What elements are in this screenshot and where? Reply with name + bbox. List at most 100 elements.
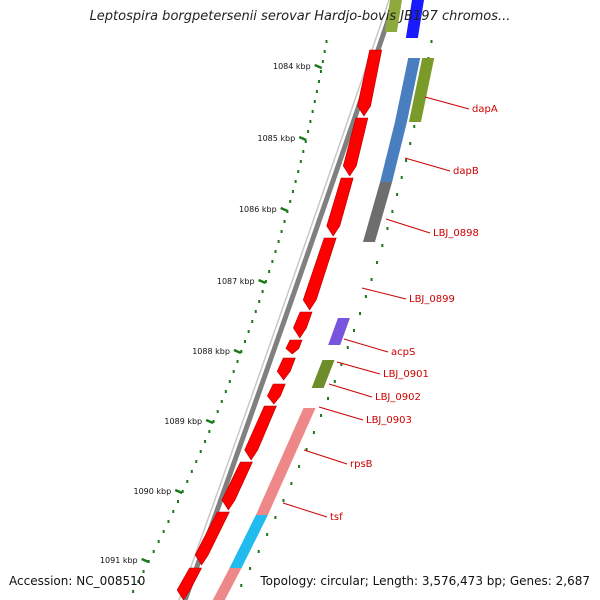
- scale-dot: [224, 390, 227, 393]
- scale-dot: [333, 380, 336, 383]
- scale-dot: [142, 570, 145, 573]
- scale-dot: [208, 430, 211, 433]
- cds-arrow: [302, 237, 337, 311]
- gene-label: dapA: [472, 104, 498, 115]
- feature-block: [394, 58, 421, 122]
- scale-dot: [291, 190, 294, 193]
- scale-dot: [325, 40, 328, 43]
- accession-text: Accession: NC_008510: [9, 574, 146, 588]
- scale-dot: [340, 363, 343, 366]
- scale-dot: [304, 140, 307, 143]
- cds-arrow: [267, 383, 286, 405]
- gene-labels: dapA dapB LBJ_0898 LBJ_0899 acpS LBJ_0901 LBJ_…: [282, 96, 498, 523]
- scale-tick: [205, 418, 214, 425]
- scale-tick-label: 1085 kbp: [258, 134, 296, 143]
- scale-dot: [289, 200, 292, 203]
- gene-leader-line: [404, 157, 451, 172]
- gene-leader-line: [385, 218, 431, 234]
- scale-dot: [172, 510, 175, 513]
- scale-dot: [236, 360, 239, 363]
- scale-dot: [137, 580, 140, 583]
- scale-dot: [346, 346, 349, 349]
- feature-block: [380, 122, 407, 182]
- scale-dot: [302, 150, 305, 153]
- scale-dot: [264, 280, 267, 283]
- gene-label: LBJ_0902: [375, 392, 421, 403]
- scale-dot: [157, 540, 160, 543]
- scale-dot: [266, 533, 269, 536]
- scale-dot: [162, 530, 165, 533]
- scale-dot: [274, 516, 277, 519]
- cds-arrow: [342, 117, 369, 177]
- scale-dot: [195, 460, 198, 463]
- scale-tick: [141, 557, 150, 564]
- scale-dot: [232, 370, 235, 373]
- scale-dot: [277, 240, 280, 243]
- scale-tick-label: 1091 kbp: [100, 556, 138, 565]
- feature-block: [405, 0, 424, 38]
- scale-dot: [430, 40, 433, 43]
- scale-dot: [299, 160, 302, 163]
- scale-dot: [370, 278, 373, 281]
- scale-dot: [307, 130, 310, 133]
- scale-tick-label: 1084 kbp: [273, 62, 311, 71]
- scale-dot: [359, 312, 362, 315]
- cds-arrow: [221, 461, 253, 511]
- gene-leader-line: [343, 338, 389, 353]
- gene-label: rpsB: [350, 459, 373, 470]
- scale-dot: [315, 90, 318, 93]
- scale-dot: [177, 500, 179, 503]
- backbone-shadow: [178, 0, 390, 600]
- scale-tick-label: 1089 kbp: [164, 417, 202, 426]
- scale-dot: [282, 499, 285, 502]
- gene-leader-line: [361, 287, 407, 300]
- feature-block: [255, 408, 316, 515]
- feature-block: [328, 318, 350, 345]
- scale-tick-label: 1090 kbp: [134, 487, 172, 496]
- scale-dot: [391, 210, 394, 213]
- scale-dot: [274, 250, 277, 253]
- scale-dot: [381, 244, 384, 247]
- scale-dot: [319, 70, 322, 73]
- map-title: Leptospira borgpetersenii serovar Hardjo…: [89, 9, 511, 24]
- gene-label: LBJ_0898: [433, 228, 479, 239]
- cds-arrow: [244, 405, 277, 461]
- scale-dot: [249, 567, 252, 570]
- scale-tick-label: 1088 kbp: [192, 347, 230, 356]
- scale-dot: [323, 50, 326, 53]
- scale-dot: [280, 230, 283, 233]
- scale-dot: [228, 380, 231, 383]
- scale-dot: [290, 482, 293, 485]
- scale-dot: [376, 261, 379, 264]
- cds-arrow: [293, 311, 313, 339]
- feature-block: [311, 360, 335, 388]
- scale-tick: [258, 278, 267, 285]
- gene-leader-line: [328, 383, 373, 398]
- scale-tick: [280, 206, 289, 213]
- gene-label: dapB: [453, 166, 479, 177]
- scale-dot: [311, 110, 314, 113]
- cds-track: [176, 49, 383, 600]
- gene-label: LBJ_0899: [409, 294, 455, 305]
- feature-block: [212, 568, 242, 600]
- scale-dot: [261, 290, 264, 293]
- feature-track: [212, 0, 435, 600]
- gene-label: tsf: [330, 512, 343, 523]
- scale-dot: [283, 220, 286, 223]
- scale-dot: [321, 60, 324, 63]
- scale-dot: [190, 470, 193, 473]
- scale-dot: [396, 193, 399, 196]
- scale-dot: [312, 431, 315, 434]
- scale-dot: [244, 340, 247, 343]
- scale-dot: [413, 125, 416, 128]
- scale-dot: [313, 100, 316, 103]
- scale-tick-label: 1086 kbp: [239, 205, 277, 214]
- scale-dot: [257, 550, 260, 553]
- scale-dot: [204, 440, 207, 443]
- scale-dot: [216, 410, 219, 413]
- feature-block: [362, 182, 393, 242]
- scale-ticks: 1084 kbp 1085 kbp 1086 kbp 1087 kbp 1088 kbp…: [100, 62, 323, 565]
- genome-summary: Topology: circular; Length: 3,576,473 bp…: [260, 574, 590, 588]
- gene-label: LBJ_0901: [383, 369, 429, 380]
